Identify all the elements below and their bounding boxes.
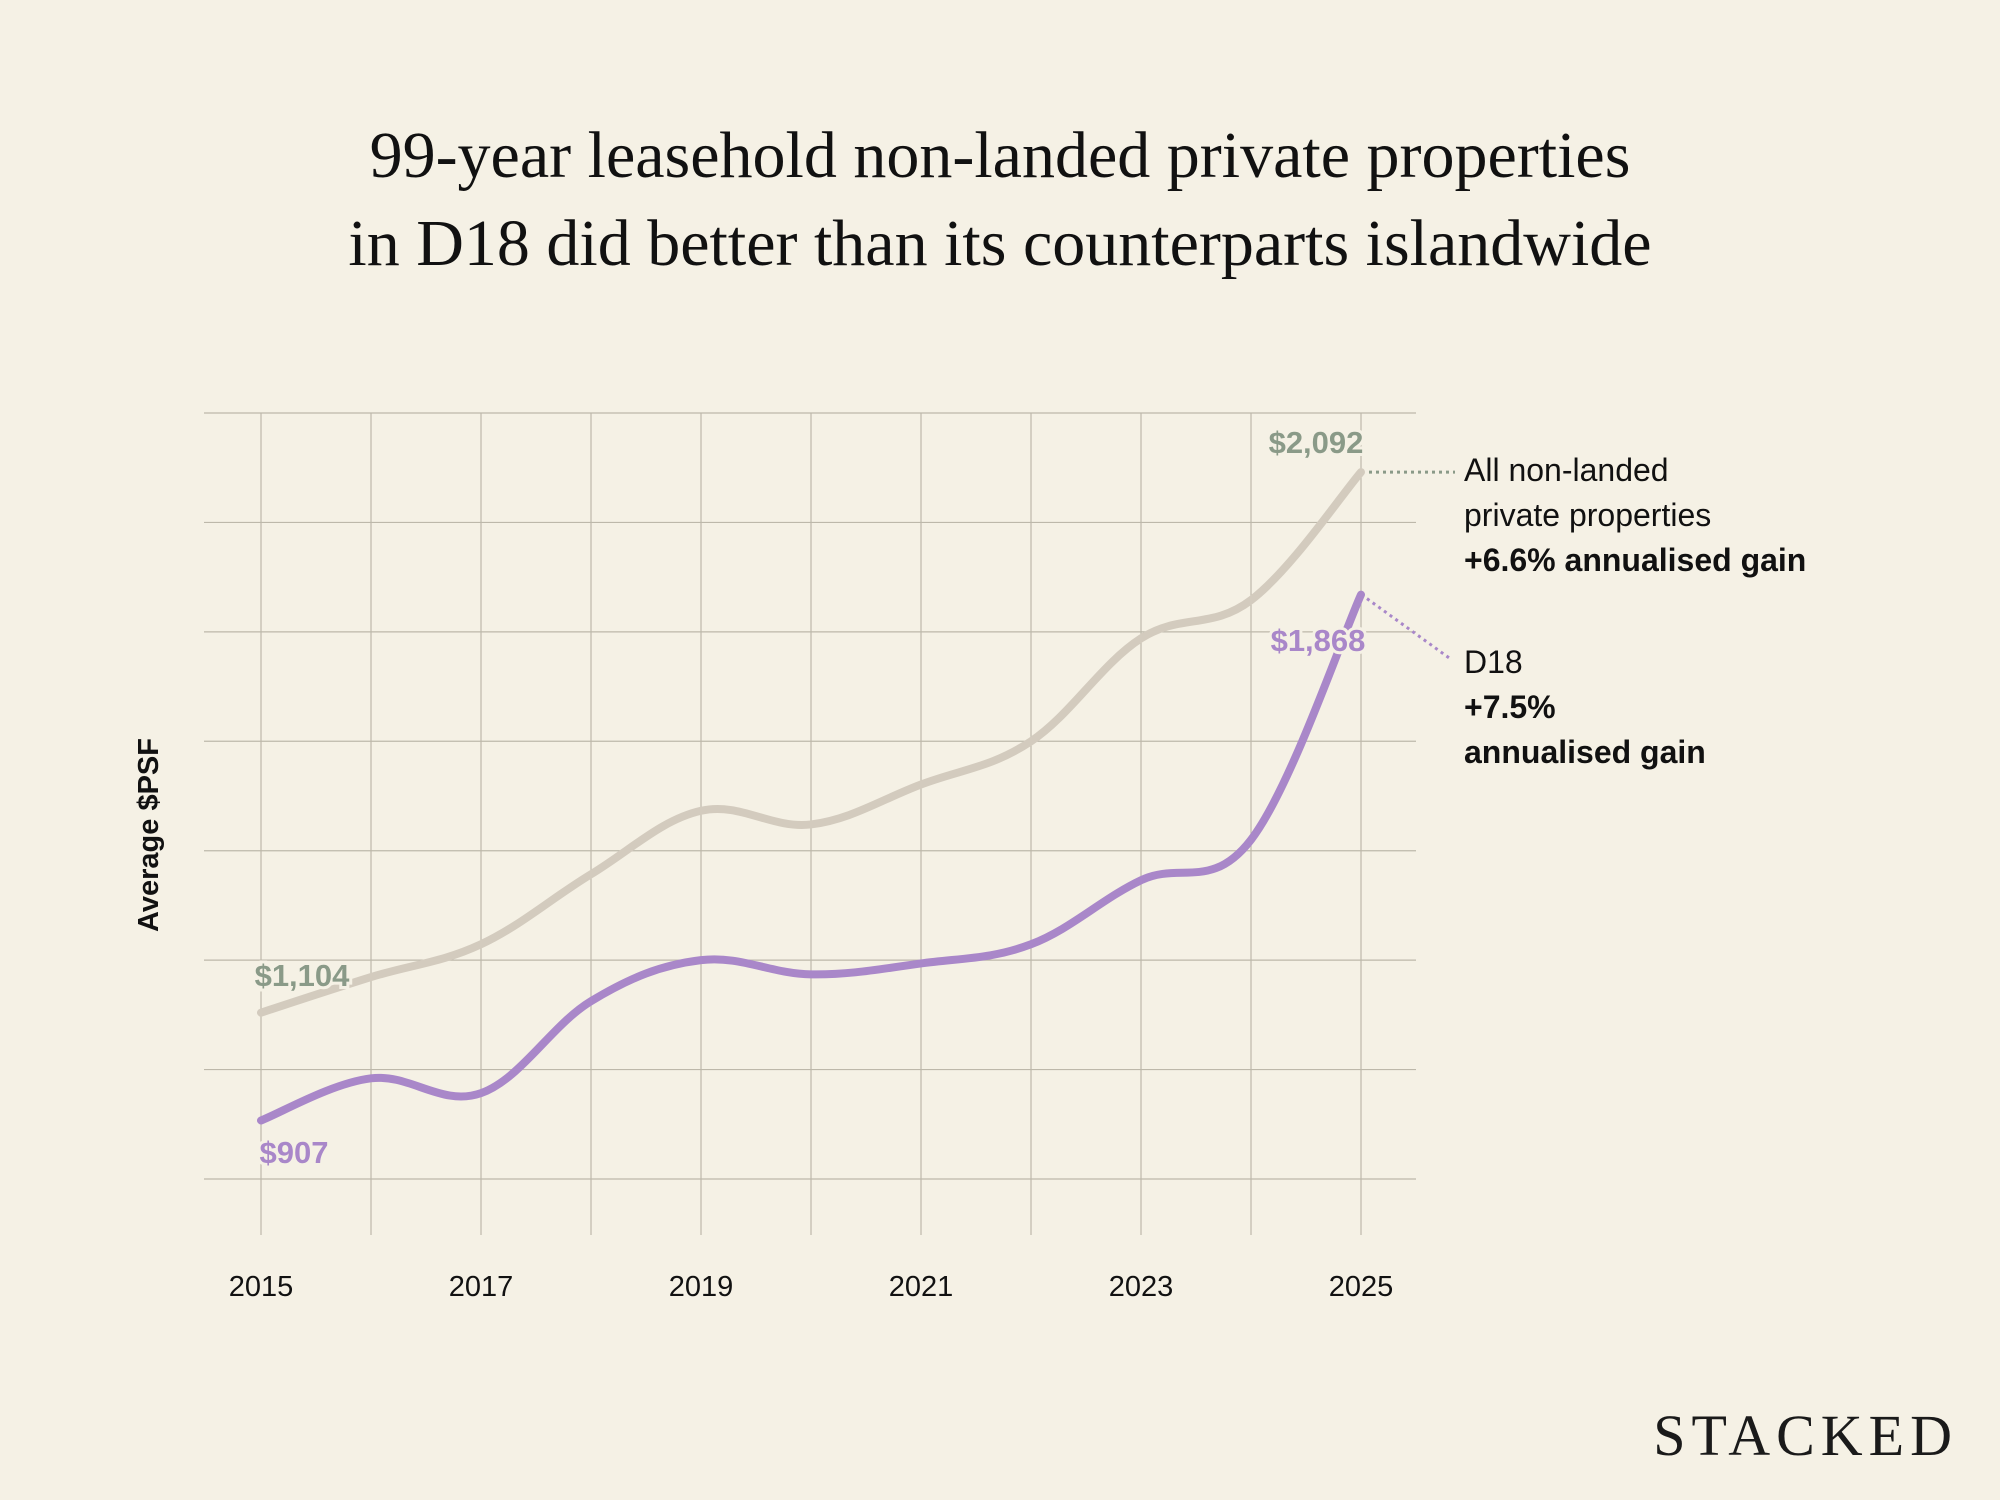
series-line-d18 — [257, 590, 1365, 1125]
annotation-gain: +7.5% — [1464, 689, 1556, 725]
series-line-all-non-landed — [257, 468, 1365, 1017]
data-label-start: $907 — [260, 1135, 329, 1170]
x-tick-label: 2015 — [229, 1271, 294, 1303]
chart-title: 99-year leasehold non-landed private pro… — [0, 112, 2000, 288]
y-axis-label: Average $PSF — [133, 738, 165, 932]
stacked-logo: STACKED — [1653, 1403, 1958, 1468]
connector-d18 — [1366, 597, 1453, 662]
annotation-all-non-landed: All non-landed private properties +6.6% … — [1464, 448, 1806, 583]
annotation-gain: +6.6% annualised gain — [1464, 542, 1807, 578]
data-label-end: $2,092 — [1269, 425, 1364, 460]
x-tick-label: 2019 — [669, 1271, 734, 1303]
data-label-end: $1,868 — [1271, 623, 1366, 658]
annotation-line: All non-landed — [1464, 452, 1669, 488]
annotation-d18: D18 +7.5% annualised gain — [1464, 640, 1706, 775]
x-tick-label: 2021 — [889, 1271, 954, 1303]
annotation-line: D18 — [1464, 644, 1523, 680]
title-line-1: 99-year leasehold non-landed private pro… — [369, 119, 1631, 192]
title-line-2: in D18 did better than its counterparts … — [348, 207, 1652, 280]
annotation-line: private properties — [1464, 497, 1712, 533]
x-tick-label: 2023 — [1109, 1271, 1174, 1303]
x-tick-label: 2017 — [449, 1271, 514, 1303]
data-label-start: $1,104 — [255, 958, 351, 993]
annotation-gain: annualised gain — [1464, 734, 1706, 770]
x-tick-label: 2025 — [1329, 1271, 1394, 1303]
